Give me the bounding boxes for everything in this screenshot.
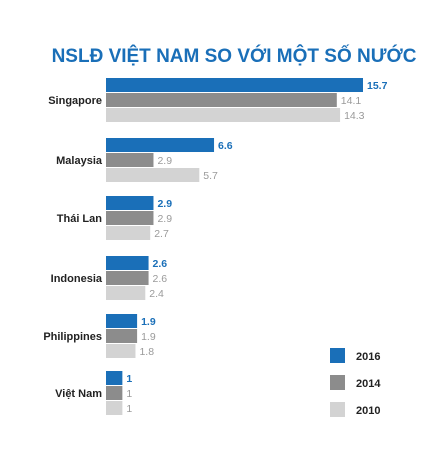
value-label: 2.6 bbox=[153, 258, 168, 270]
value-label: 1 bbox=[126, 373, 132, 385]
value-label: 1 bbox=[126, 388, 132, 400]
value-label: 1.9 bbox=[141, 331, 156, 343]
bar-2016 bbox=[106, 78, 363, 92]
category-label: Thái Lan bbox=[57, 213, 103, 225]
value-label: 14.3 bbox=[344, 110, 365, 122]
bar-2014 bbox=[106, 386, 123, 400]
legend-swatch-2014 bbox=[330, 375, 345, 390]
bars-layer: Singapore 15.7 14.1 14.3 Malaysia 6.6 2.9 5.7 Th… bbox=[43, 78, 388, 415]
bar-2016 bbox=[106, 256, 149, 270]
value-label: 1.9 bbox=[141, 316, 156, 328]
bar-2014 bbox=[106, 153, 154, 167]
value-label: 15.7 bbox=[367, 80, 388, 92]
bar-2016 bbox=[106, 314, 138, 328]
value-label: 2.4 bbox=[149, 288, 164, 300]
value-label: 6.6 bbox=[218, 140, 233, 152]
bar-2014 bbox=[106, 93, 337, 107]
category-label: Việt Nam bbox=[55, 388, 102, 400]
legend-swatch-2016 bbox=[330, 348, 345, 363]
legend: 2016 2014 2010 bbox=[330, 348, 381, 417]
bar-2014 bbox=[106, 211, 154, 225]
category-label: Malaysia bbox=[56, 155, 103, 167]
legend-swatch-2010 bbox=[330, 402, 345, 417]
category-label: Indonesia bbox=[51, 273, 103, 285]
bar-2010 bbox=[106, 401, 123, 415]
category-label: Singapore bbox=[48, 95, 102, 107]
value-label: 2.9 bbox=[157, 198, 172, 210]
legend-label: 2014 bbox=[356, 378, 381, 390]
value-label: 5.7 bbox=[203, 170, 218, 182]
bar-2016 bbox=[106, 138, 215, 152]
bar-2010 bbox=[106, 286, 146, 300]
bar-2010 bbox=[106, 168, 200, 182]
bar-2016 bbox=[106, 196, 154, 210]
legend-label: 2016 bbox=[356, 351, 380, 363]
chart-title: NSLĐ VIỆT NAM SO VỚI MỘT SỐ NƯỚC bbox=[52, 45, 417, 67]
bar-2014 bbox=[106, 271, 149, 285]
value-label: 2.7 bbox=[154, 228, 169, 240]
bar-2010 bbox=[106, 108, 341, 122]
value-label: 2.9 bbox=[157, 155, 172, 167]
value-label: 2.9 bbox=[157, 213, 172, 225]
category-label: Philippines bbox=[43, 331, 102, 343]
bar-2010 bbox=[106, 344, 136, 358]
value-label: 1 bbox=[126, 403, 132, 415]
legend-label: 2010 bbox=[356, 405, 380, 417]
bar-2010 bbox=[106, 226, 151, 240]
value-label: 14.1 bbox=[341, 95, 362, 107]
bar-2016 bbox=[106, 371, 123, 385]
value-label: 1.8 bbox=[139, 346, 154, 358]
bar-2014 bbox=[106, 329, 138, 343]
value-label: 2.6 bbox=[153, 273, 168, 285]
